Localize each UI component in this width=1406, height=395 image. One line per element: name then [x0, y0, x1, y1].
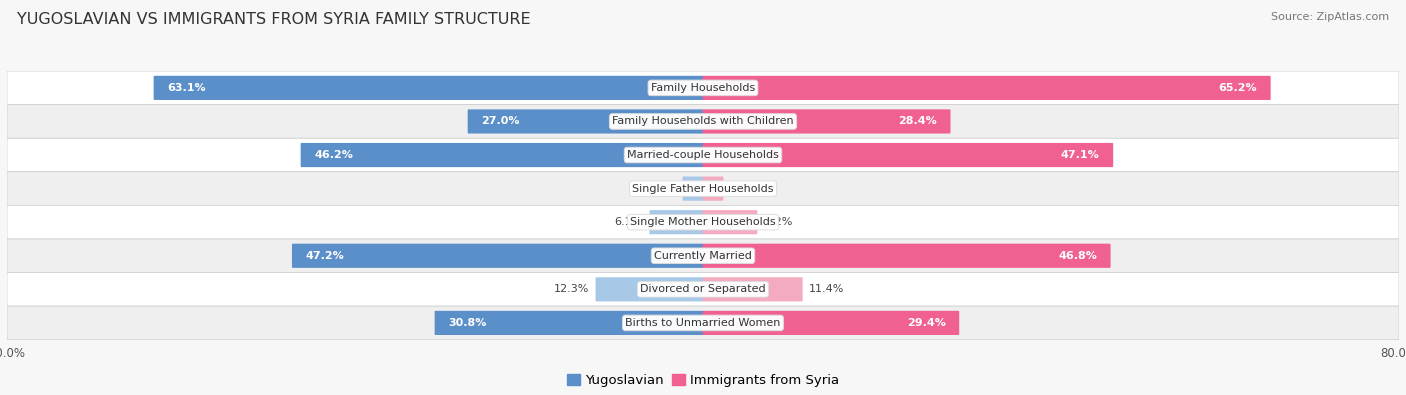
- Text: Married-couple Households: Married-couple Households: [627, 150, 779, 160]
- Text: YUGOSLAVIAN VS IMMIGRANTS FROM SYRIA FAMILY STRUCTURE: YUGOSLAVIAN VS IMMIGRANTS FROM SYRIA FAM…: [17, 12, 530, 27]
- Text: 2.3%: 2.3%: [648, 184, 676, 194]
- FancyBboxPatch shape: [468, 109, 703, 134]
- FancyBboxPatch shape: [7, 273, 1399, 306]
- Text: 2.3%: 2.3%: [730, 184, 758, 194]
- FancyBboxPatch shape: [703, 244, 1111, 268]
- Text: 30.8%: 30.8%: [449, 318, 486, 328]
- FancyBboxPatch shape: [703, 109, 950, 134]
- Text: 27.0%: 27.0%: [481, 117, 520, 126]
- Text: 29.4%: 29.4%: [907, 318, 946, 328]
- FancyBboxPatch shape: [7, 172, 1399, 205]
- FancyBboxPatch shape: [7, 306, 1399, 340]
- Text: Family Households with Children: Family Households with Children: [612, 117, 794, 126]
- Text: 11.4%: 11.4%: [808, 284, 845, 294]
- FancyBboxPatch shape: [434, 311, 703, 335]
- Text: 63.1%: 63.1%: [167, 83, 205, 93]
- Text: Source: ZipAtlas.com: Source: ZipAtlas.com: [1271, 12, 1389, 22]
- FancyBboxPatch shape: [650, 210, 703, 234]
- FancyBboxPatch shape: [301, 143, 703, 167]
- Text: Single Father Households: Single Father Households: [633, 184, 773, 194]
- Text: 12.3%: 12.3%: [554, 284, 589, 294]
- Text: 47.2%: 47.2%: [305, 251, 344, 261]
- Text: 46.8%: 46.8%: [1059, 251, 1097, 261]
- FancyBboxPatch shape: [7, 239, 1399, 273]
- FancyBboxPatch shape: [703, 76, 1271, 100]
- Text: 6.1%: 6.1%: [614, 217, 643, 227]
- Text: Family Households: Family Households: [651, 83, 755, 93]
- Text: 47.1%: 47.1%: [1062, 150, 1099, 160]
- Text: Currently Married: Currently Married: [654, 251, 752, 261]
- FancyBboxPatch shape: [703, 177, 724, 201]
- FancyBboxPatch shape: [7, 71, 1399, 105]
- Legend: Yugoslavian, Immigrants from Syria: Yugoslavian, Immigrants from Syria: [561, 369, 845, 392]
- FancyBboxPatch shape: [292, 244, 703, 268]
- Text: 6.2%: 6.2%: [763, 217, 792, 227]
- FancyBboxPatch shape: [682, 177, 703, 201]
- FancyBboxPatch shape: [703, 311, 959, 335]
- FancyBboxPatch shape: [153, 76, 703, 100]
- Text: Divorced or Separated: Divorced or Separated: [640, 284, 766, 294]
- Text: Single Mother Households: Single Mother Households: [630, 217, 776, 227]
- Text: Births to Unmarried Women: Births to Unmarried Women: [626, 318, 780, 328]
- FancyBboxPatch shape: [703, 143, 1114, 167]
- FancyBboxPatch shape: [596, 277, 703, 301]
- Text: 46.2%: 46.2%: [314, 150, 353, 160]
- FancyBboxPatch shape: [7, 105, 1399, 138]
- Text: 65.2%: 65.2%: [1219, 83, 1257, 93]
- Text: 28.4%: 28.4%: [898, 117, 936, 126]
- FancyBboxPatch shape: [7, 205, 1399, 239]
- FancyBboxPatch shape: [703, 277, 803, 301]
- FancyBboxPatch shape: [7, 138, 1399, 172]
- FancyBboxPatch shape: [703, 210, 758, 234]
